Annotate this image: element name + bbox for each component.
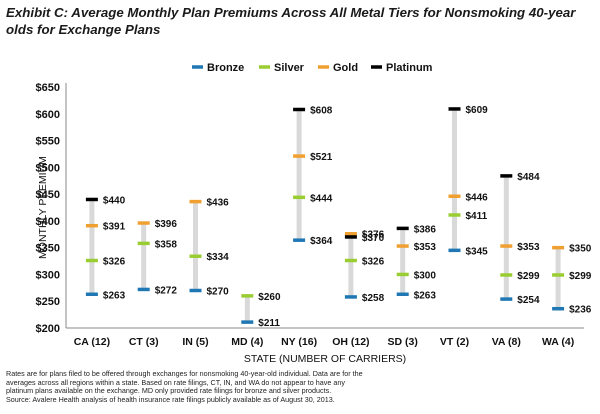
x-tick-label: VA (8) [492, 336, 521, 348]
y-tick-label: $300 [36, 269, 60, 281]
x-tick-label: WA (4) [542, 336, 574, 348]
x-tick-label: IN (5) [182, 336, 208, 348]
data-label: $391 [103, 222, 126, 233]
data-label: $260 [258, 292, 281, 303]
legend-label: Gold [333, 62, 358, 74]
data-label: $608 [310, 105, 333, 116]
data-label: $396 [155, 219, 178, 230]
data-label: $444 [310, 193, 333, 204]
x-tick-label: OH (12) [332, 336, 369, 348]
data-label: $334 [207, 252, 230, 263]
y-tick-label: $350 [36, 243, 60, 255]
data-label: $258 [362, 293, 385, 304]
x-tick-label: VT (2) [440, 336, 469, 348]
data-label: $300 [414, 270, 437, 281]
y-tick-label: $450 [36, 189, 60, 201]
y-tick-label: $400 [36, 216, 60, 228]
legend-label: Platinum [386, 62, 433, 74]
footnote-line: Rates are for plans filed to be offered … [6, 369, 363, 378]
y-axis-title: MONTHLY PREMIUM [37, 156, 49, 259]
data-label: $272 [155, 285, 178, 296]
x-tick-label: CA (12) [74, 336, 110, 348]
data-label: $376 [362, 230, 385, 241]
data-label: $299 [569, 271, 592, 282]
data-label: $386 [414, 224, 437, 235]
data-label: $254 [517, 295, 540, 306]
y-tick-label: $500 [36, 162, 60, 174]
data-label: $440 [103, 195, 126, 206]
x-tick-label: SD (3) [388, 336, 418, 348]
data-label: $353 [517, 242, 540, 253]
chart-title: Exhibit C: Average Monthly Plan Premiums… [6, 5, 576, 37]
data-label: $446 [466, 192, 489, 203]
data-label: $364 [310, 236, 333, 247]
legend-label: Silver [274, 62, 305, 74]
data-label: $345 [466, 246, 489, 257]
legend-label: Bronze [207, 62, 244, 74]
y-tick-label: $200 [36, 323, 60, 335]
data-label: $370 [362, 233, 385, 244]
y-tick-label: $600 [36, 109, 60, 121]
y-tick-label: $650 [36, 82, 60, 94]
data-label: $326 [103, 257, 126, 268]
x-axis-title: STATE (NUMBER OF CARRIERS) [244, 353, 406, 365]
data-label: $350 [569, 244, 592, 255]
data-label: $263 [414, 290, 437, 301]
data-label: $326 [362, 257, 385, 268]
footnote: Rates are for plans filed to be offered … [6, 369, 594, 404]
data-label: $353 [414, 242, 437, 253]
data-label: $609 [466, 105, 489, 116]
x-tick-label: CT (3) [129, 336, 159, 348]
data-label: $299 [517, 271, 540, 282]
data-label: $263 [103, 290, 126, 301]
y-tick-label: $250 [36, 296, 60, 308]
x-tick-label: MD (4) [231, 336, 263, 348]
y-tick-label: $550 [36, 136, 60, 148]
data-label: $270 [207, 287, 230, 298]
data-label: $521 [310, 152, 333, 163]
data-label: $436 [207, 198, 230, 209]
data-label: $211 [258, 318, 280, 329]
footnote-line: platinum plans available on the exchange… [6, 386, 332, 396]
data-label: $236 [569, 305, 592, 316]
footnote-line: averages across all regions within a sta… [6, 377, 345, 387]
data-label: $411 [466, 211, 488, 222]
footnote-line: Source: Avalere Health analysis of healt… [6, 394, 335, 404]
data-label: $484 [517, 172, 540, 183]
x-tick-label: NY (16) [281, 336, 317, 348]
data-label: $358 [155, 239, 178, 250]
